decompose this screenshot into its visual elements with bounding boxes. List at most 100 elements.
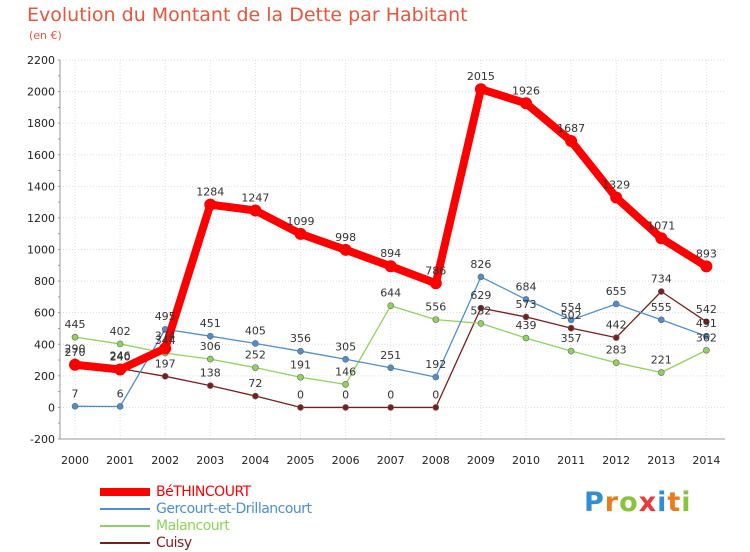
x-tick-label: 2007 [377,454,405,467]
data-point [657,369,665,376]
data-label: 344 [155,334,176,347]
data-point [294,227,307,240]
y-tick-label: 1800 [27,117,55,130]
chart-title: Evolution du Montant de la Dette par Hab… [27,4,468,26]
data-point [657,288,665,295]
y-tick-label: 1200 [27,212,55,225]
data-point [342,404,349,411]
data-label: 270 [65,346,86,359]
data-point [612,359,620,367]
data-point [703,346,710,354]
legend-swatch [100,525,150,527]
x-tick-label: 2011 [557,454,585,467]
proxiti-logo: Proxiti [584,487,692,518]
legend-label: Gercourt-et-Drillancourt [156,501,312,517]
data-point [387,364,395,372]
data-point [384,260,397,273]
data-label: 356 [290,332,311,345]
data-label: 0 [387,388,394,401]
data-label: 72 [248,377,262,390]
x-tick-label: 2001 [106,454,134,467]
data-label: 451 [696,317,717,330]
data-label: 556 [425,301,446,314]
data-point [567,324,575,332]
data-label: 495 [155,310,176,323]
data-label: 1687 [557,122,585,135]
data-point [297,347,304,355]
data-label: 402 [110,325,131,338]
legend-swatch [100,508,150,510]
data-point [342,355,349,363]
logo-letter: o [619,487,639,518]
data-label: 405 [245,324,266,337]
data-point [432,404,440,411]
data-label: 629 [470,289,491,302]
legend-swatch [100,542,150,544]
data-label: 7 [72,387,79,400]
y-tick-label: 1000 [27,244,55,257]
data-point [161,373,169,380]
y-tick-label: 1400 [27,180,55,193]
data-point [71,333,79,341]
data-label: 305 [335,340,356,353]
data-point [204,198,217,211]
data-label: 998 [335,231,356,244]
data-point [477,273,485,281]
data-label: 0 [297,388,304,401]
data-label: 554 [561,301,582,314]
x-tick-label: 2008 [422,454,450,467]
data-label: 1284 [196,186,224,199]
data-label: 283 [606,344,627,357]
data-label: 2015 [467,70,495,83]
data-point [655,232,668,245]
data-label: 138 [200,367,221,380]
data-label: 655 [606,285,627,298]
data-label: 362 [696,331,717,344]
data-label: 290 [65,343,86,356]
data-label: 644 [380,287,401,300]
y-tick-label: 200 [34,370,55,383]
data-label: 1099 [287,215,315,228]
grid [60,59,725,440]
y-tick-label: 1600 [27,149,55,162]
data-point [342,381,349,388]
x-tick-label: 2006 [332,454,360,467]
data-point [612,334,620,341]
data-label: 221 [651,354,672,367]
data-point [610,191,623,204]
data-label: 502 [561,309,582,322]
data-point [387,302,395,310]
data-point [252,392,259,400]
data-point [249,204,262,217]
data-label: 734 [651,273,672,286]
x-tick-label: 2012 [602,454,630,467]
x-tick-label: 2014 [692,454,720,467]
data-point [116,340,124,348]
data-point [432,373,440,381]
plot-background [60,60,725,439]
data-point [612,300,620,308]
data-label: 442 [606,319,627,332]
data-label: 246 [110,350,131,363]
data-label: 0 [432,388,439,401]
data-point [252,340,259,347]
x-tick-label: 2013 [647,454,675,467]
data-label: 684 [516,280,537,293]
data-label: 251 [380,349,401,362]
x-tick-label: 2003 [196,454,224,467]
logo-letter: t [667,487,682,518]
data-point [69,358,81,371]
logo-letter: i [657,487,668,518]
data-label: 573 [516,298,537,311]
data-point [703,332,710,340]
data-point [207,355,214,363]
data-point [700,260,713,273]
data-label: 439 [516,319,537,332]
data-point [297,404,304,411]
data-label: 252 [245,349,266,362]
y-tick-label: 800 [34,275,55,288]
data-label: 240 [110,351,131,364]
